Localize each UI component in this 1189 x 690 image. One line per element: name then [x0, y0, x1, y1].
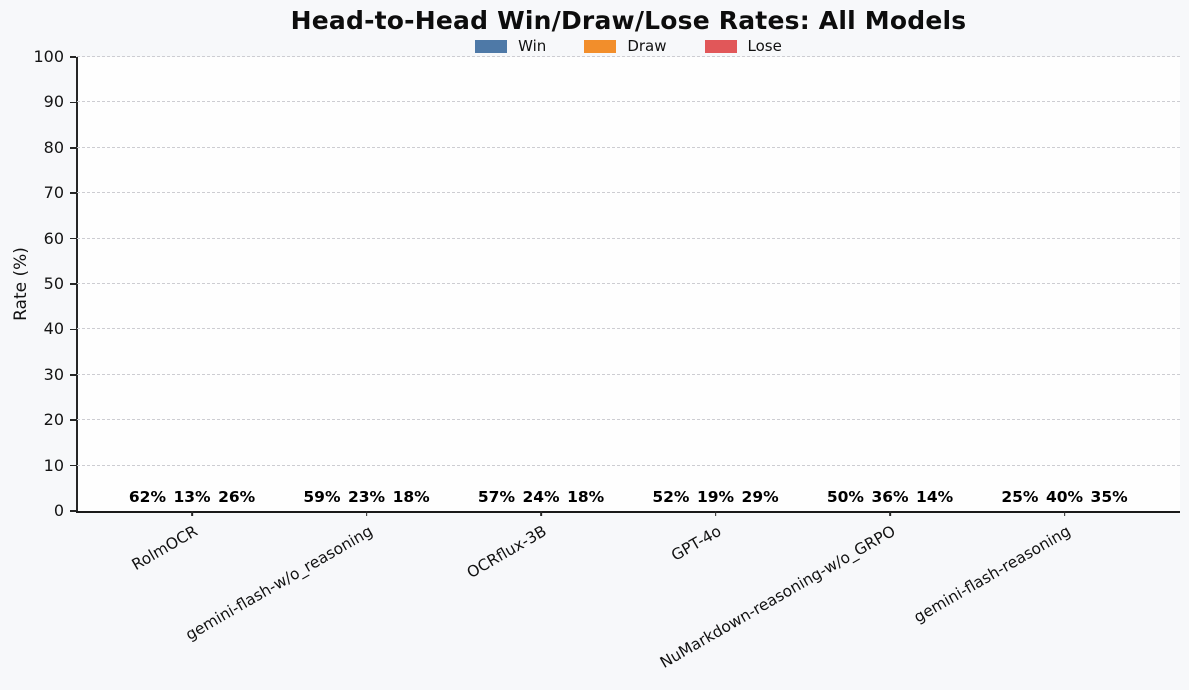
legend-swatch-icon: [584, 39, 617, 53]
y-tick-mark: [70, 328, 76, 331]
gridline-50: [77, 283, 1180, 284]
y-tick-mark: [70, 192, 76, 195]
y-tick-mark: [70, 101, 76, 104]
y-tick-label-70: 70: [43, 183, 64, 203]
y-tick-mark: [70, 56, 76, 58]
gridline-60: [77, 237, 1180, 239]
bar-value-label: 24%: [522, 488, 560, 506]
y-tick-label-10: 10: [43, 455, 64, 475]
y-tick-mark: [70, 419, 76, 422]
bar-value-label: 57%: [477, 488, 515, 506]
bar-value-label: 23%: [347, 488, 386, 506]
gridline-80: [77, 146, 1180, 148]
legend-label: Win: [518, 37, 547, 55]
y-tick-label-50: 50: [43, 274, 64, 293]
y-tick-mark: [70, 146, 76, 149]
y-tick-label-30: 30: [43, 364, 64, 384]
bar-value-label: 62%: [128, 488, 166, 506]
legend-label: Lose: [747, 37, 782, 55]
chart-title: Head-to-Head Win/Draw/Lose Rates: All Mo…: [290, 6, 967, 35]
legend-item-lose: Lose: [704, 37, 782, 55]
x-tick-label-1: gemini-flash-w/o_reasoning: [182, 522, 376, 644]
bar-value-label: 50%: [826, 488, 864, 506]
x-tick-label-3: GPT-4o: [668, 522, 725, 565]
legend-swatch-icon: [475, 39, 508, 53]
bar-value-label: 19%: [696, 488, 735, 506]
y-axis-title: Rate (%): [11, 247, 31, 321]
x-tick-mark: [889, 511, 891, 516]
bar-value-label: 52%: [652, 488, 690, 506]
x-tick-label-0: RolmOCR: [129, 522, 202, 574]
y-tick-mark: [70, 237, 76, 240]
y-tick-mark: [70, 283, 76, 285]
gridline-70: [77, 192, 1180, 194]
bar-value-label: 18%: [392, 488, 430, 506]
gridline-40: [77, 328, 1180, 330]
bar-value-label: 26%: [218, 488, 256, 506]
y-tick-label-20: 20: [43, 410, 64, 430]
bar-value-label: 29%: [741, 488, 779, 506]
legend: Win Draw Lose: [77, 37, 1180, 55]
gridline-90: [77, 101, 1180, 103]
legend-item-draw: Draw: [584, 37, 667, 55]
x-tick-mark: [540, 511, 542, 516]
x-tick-mark: [365, 511, 368, 516]
y-tick-label-40: 40: [43, 319, 64, 339]
legend-swatch-icon: [704, 39, 737, 53]
bar-value-label: 35%: [1090, 488, 1128, 506]
x-tick-mark: [714, 511, 717, 516]
bar-value-label: 36%: [871, 488, 909, 506]
y-tick-label-60: 60: [43, 228, 64, 248]
bar-value-label: 13%: [173, 488, 211, 506]
bar-value-label: 40%: [1045, 488, 1084, 506]
gridline-20: [77, 419, 1180, 421]
y-tick-mark: [70, 373, 76, 376]
y-tick-mark: [70, 464, 76, 467]
x-tick-mark: [191, 511, 193, 516]
gridline-100: [77, 56, 1180, 57]
bar-value-label: 59%: [303, 488, 341, 506]
legend-label: Draw: [627, 37, 667, 55]
y-tick-label-80: 80: [43, 137, 64, 157]
y-axis-spine: [76, 57, 78, 513]
x-tick-mark: [1063, 511, 1066, 516]
y-tick-label-100: 100: [33, 47, 64, 66]
y-tick-label-90: 90: [43, 92, 64, 112]
x-axis-spine: [76, 510, 1180, 513]
x-tick-label-2: OCRflux-3B: [464, 522, 551, 582]
bar-value-label: 14%: [916, 488, 954, 506]
y-tick-label-0: 0: [53, 501, 64, 520]
x-tick-label-5: gemini-flash-reasoning: [910, 522, 1074, 627]
bar-value-label: 18%: [567, 488, 605, 506]
bar-value-label: 25%: [1001, 488, 1039, 506]
gridline-30: [77, 373, 1180, 375]
plot-area: 0 10 20 30 40 50 60 70 80 90 100 62% 13% 26% RolmOCR 59…: [33, 49, 1180, 672]
y-tick-mark: [70, 510, 76, 512]
gridline-10: [77, 464, 1180, 466]
legend-item-win: Win: [475, 37, 546, 55]
